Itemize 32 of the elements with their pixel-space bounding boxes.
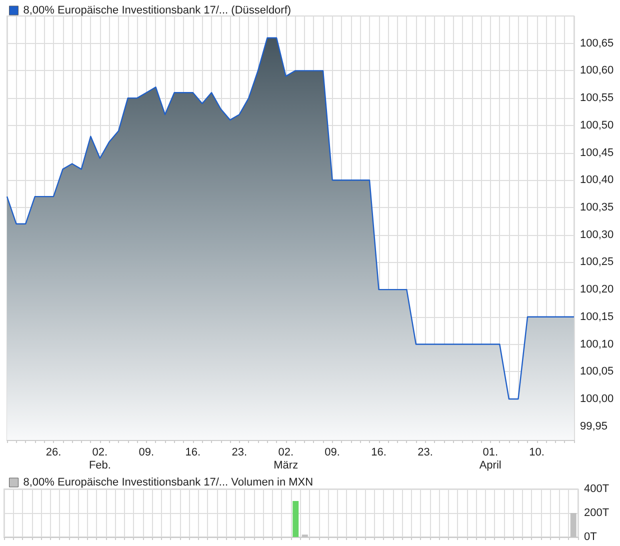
y-tick-label: 100,60 [580, 64, 614, 77]
y-tick-label: 400T [584, 483, 610, 495]
x-tick-label: 02. Feb. [88, 446, 111, 472]
legend-label: 8,00% Europäische Investitionsbank 17/... (Düsseldorf) [23, 4, 292, 16]
x-tick-label: 09. [138, 446, 154, 458]
x-tick-label: 02. März [274, 446, 298, 472]
x-tick-label: 23. [232, 446, 248, 458]
y-tick-label: 100,10 [580, 338, 614, 350]
y-tick-label: 99,95 [580, 420, 608, 432]
x-tick-label: 16. [185, 446, 201, 458]
y-tick-label: 100,35 [580, 201, 614, 214]
y-tick-label: 100,00 [580, 392, 614, 405]
x-tick-label: 23. [418, 446, 433, 458]
y-tick-label: 100,20 [580, 284, 614, 296]
y-tick-label: 100,40 [580, 174, 614, 186]
y-tick-label: 100,45 [580, 146, 614, 159]
legend-label: 8,00% Europäische Investitionsbank 17/... Volumen in MXN [23, 476, 314, 488]
y-tick-label: 100,05 [580, 366, 614, 378]
x-tick-label: 10. [529, 446, 544, 458]
x-tick-label: 16. [371, 446, 386, 458]
y-tick-label: 100,30 [580, 228, 614, 241]
x-tick-label: 09. [324, 446, 340, 458]
y-tick-label: 100,55 [580, 92, 614, 104]
y-tick-label: 100,15 [580, 310, 614, 323]
y-tick-label: 0T [584, 531, 598, 543]
y-tick-label: 100,65 [580, 37, 614, 50]
y-tick-label: 100,50 [580, 119, 614, 132]
y-tick-label: 100,25 [580, 256, 614, 268]
bar [292, 501, 299, 537]
y-tick-label: 200T [584, 507, 610, 519]
x-tick-label: 01. April [479, 446, 502, 472]
x-tick-label: 26. [46, 446, 62, 458]
